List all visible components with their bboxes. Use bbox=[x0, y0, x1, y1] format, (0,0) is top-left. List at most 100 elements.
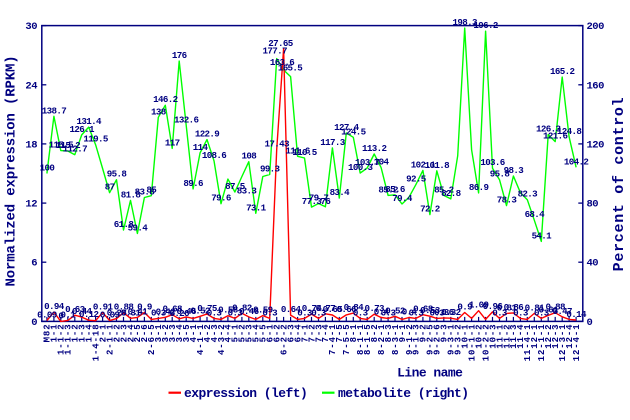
svg-text:99.3: 99.3 bbox=[260, 164, 281, 175]
svg-text:0.44: 0.44 bbox=[72, 306, 93, 317]
svg-text:108: 108 bbox=[242, 151, 258, 162]
svg-text:0.1: 0.1 bbox=[61, 309, 77, 320]
svg-text:86.9: 86.9 bbox=[469, 182, 489, 193]
svg-text:73.1: 73.1 bbox=[246, 202, 267, 213]
svg-text:4-3-2: 4-3-2 bbox=[217, 324, 227, 356]
svg-text:0: 0 bbox=[587, 317, 593, 329]
svg-text:122.9: 122.9 bbox=[195, 129, 219, 140]
svg-text:0.61: 0.61 bbox=[538, 304, 559, 315]
svg-text:1.09: 1.09 bbox=[469, 300, 489, 311]
svg-text:9-3: 9-3 bbox=[440, 324, 450, 343]
svg-text:0.64: 0.64 bbox=[281, 304, 302, 315]
svg-text:146.2: 146.2 bbox=[153, 94, 177, 105]
svg-text:9-1: 9-1 bbox=[398, 324, 408, 343]
svg-text:0.3: 0.3 bbox=[513, 307, 529, 318]
svg-text:11-1: 11-1 bbox=[495, 324, 505, 349]
svg-text:0.3: 0.3 bbox=[381, 307, 397, 318]
svg-text:0.74: 0.74 bbox=[302, 303, 323, 314]
svg-text:0.3: 0.3 bbox=[409, 307, 425, 318]
svg-text:12-3: 12-3 bbox=[551, 324, 561, 349]
svg-text:0.77: 0.77 bbox=[316, 303, 336, 314]
svg-text:metabolite (right): metabolite (right) bbox=[338, 386, 469, 401]
svg-text:2-4: 2-4 bbox=[126, 324, 136, 343]
svg-text:165.2: 165.2 bbox=[550, 66, 574, 77]
svg-text:12-3-1: 12-3-1 bbox=[558, 324, 568, 362]
svg-text:198.3: 198.3 bbox=[453, 17, 478, 28]
svg-text:0.3: 0.3 bbox=[297, 307, 313, 318]
svg-text:108.6: 108.6 bbox=[202, 150, 226, 161]
svg-text:0.28: 0.28 bbox=[107, 308, 128, 319]
svg-text:80: 80 bbox=[587, 199, 599, 211]
svg-text:0.94: 0.94 bbox=[44, 301, 65, 312]
svg-text:95.8: 95.8 bbox=[107, 169, 128, 180]
svg-text:7-3: 7-3 bbox=[314, 324, 324, 343]
svg-text:0.3: 0.3 bbox=[262, 307, 278, 318]
svg-text:1-2: 1-2 bbox=[71, 324, 81, 343]
svg-text:M82: M82 bbox=[43, 324, 53, 343]
svg-text:9-2: 9-2 bbox=[419, 324, 429, 343]
svg-text:0.3: 0.3 bbox=[430, 307, 446, 318]
svg-text:85.2: 85.2 bbox=[434, 184, 454, 195]
svg-text:2-6-5: 2-6-5 bbox=[147, 324, 157, 356]
svg-text:Line name: Line name bbox=[397, 366, 463, 381]
svg-text:0.46: 0.46 bbox=[239, 306, 259, 317]
svg-text:0.3: 0.3 bbox=[492, 307, 508, 318]
svg-text:103.7: 103.7 bbox=[355, 157, 379, 168]
svg-text:0.3: 0.3 bbox=[228, 307, 244, 318]
svg-text:127.4: 127.4 bbox=[334, 122, 359, 133]
svg-text:124.5: 124.5 bbox=[341, 126, 366, 137]
svg-text:0.81: 0.81 bbox=[497, 302, 518, 313]
svg-text:176: 176 bbox=[172, 50, 187, 61]
svg-text:17.43: 17.43 bbox=[265, 139, 290, 150]
svg-text:76: 76 bbox=[321, 196, 331, 207]
svg-text:0.12: 0.12 bbox=[79, 309, 99, 320]
svg-text:0.68: 0.68 bbox=[413, 304, 434, 315]
svg-text:85: 85 bbox=[146, 185, 157, 196]
svg-text:8-3-1: 8-3-1 bbox=[391, 324, 401, 356]
svg-text:8-3: 8-3 bbox=[384, 324, 394, 343]
svg-text:9-2-5: 9-2-5 bbox=[426, 324, 436, 356]
svg-text:102.1: 102.1 bbox=[411, 159, 436, 170]
svg-text:0.41: 0.41 bbox=[128, 306, 149, 317]
svg-text:0.42: 0.42 bbox=[156, 306, 176, 317]
svg-text:0.3: 0.3 bbox=[353, 307, 369, 318]
svg-text:79.7: 79.7 bbox=[309, 193, 329, 204]
svg-text:5-2: 5-2 bbox=[238, 324, 248, 343]
svg-text:3-4: 3-4 bbox=[175, 324, 185, 343]
svg-text:6-2: 6-2 bbox=[273, 324, 283, 343]
svg-text:4-3: 4-3 bbox=[210, 324, 220, 343]
svg-text:0.3: 0.3 bbox=[311, 307, 327, 318]
svg-text:4-4: 4-4 bbox=[224, 324, 234, 343]
svg-text:3-1: 3-1 bbox=[154, 324, 164, 343]
svg-text:61.8: 61.8 bbox=[114, 219, 135, 230]
svg-text:115.2: 115.2 bbox=[56, 140, 80, 151]
svg-text:9-1-3: 9-1-3 bbox=[412, 324, 422, 356]
svg-text:0.73: 0.73 bbox=[364, 303, 385, 314]
svg-text:3-2: 3-2 bbox=[161, 324, 171, 343]
svg-text:10-1: 10-1 bbox=[461, 324, 471, 349]
svg-text:12-2: 12-2 bbox=[544, 324, 554, 349]
svg-text:100: 100 bbox=[40, 163, 55, 174]
svg-text:0.4: 0.4 bbox=[374, 307, 390, 318]
svg-text:1-4: 1-4 bbox=[85, 324, 95, 343]
svg-text:0.65: 0.65 bbox=[323, 304, 344, 315]
svg-text:160: 160 bbox=[587, 80, 605, 92]
svg-text:8-2: 8-2 bbox=[370, 324, 380, 343]
svg-text:0.14: 0.14 bbox=[566, 309, 587, 320]
svg-text:89.6: 89.6 bbox=[183, 178, 203, 189]
svg-text:85.6: 85.6 bbox=[385, 184, 405, 195]
svg-text:0.52: 0.52 bbox=[385, 305, 405, 316]
svg-text:1-1: 1-1 bbox=[50, 324, 60, 343]
svg-text:10-2-2: 10-2-2 bbox=[481, 324, 491, 362]
svg-text:6-2-2: 6-2-2 bbox=[279, 324, 289, 356]
svg-text:12-1-1: 12-1-1 bbox=[537, 324, 547, 362]
svg-text:6: 6 bbox=[31, 258, 37, 270]
svg-text:0: 0 bbox=[31, 317, 37, 329]
svg-text:81.8: 81.8 bbox=[121, 189, 142, 200]
svg-text:5-5: 5-5 bbox=[259, 324, 269, 343]
svg-text:18: 18 bbox=[25, 139, 37, 151]
svg-text:9-1-2: 9-1-2 bbox=[405, 324, 415, 356]
svg-text:121.6: 121.6 bbox=[543, 131, 567, 142]
svg-text:4-2: 4-2 bbox=[203, 324, 213, 343]
svg-text:0.66: 0.66 bbox=[337, 304, 357, 315]
